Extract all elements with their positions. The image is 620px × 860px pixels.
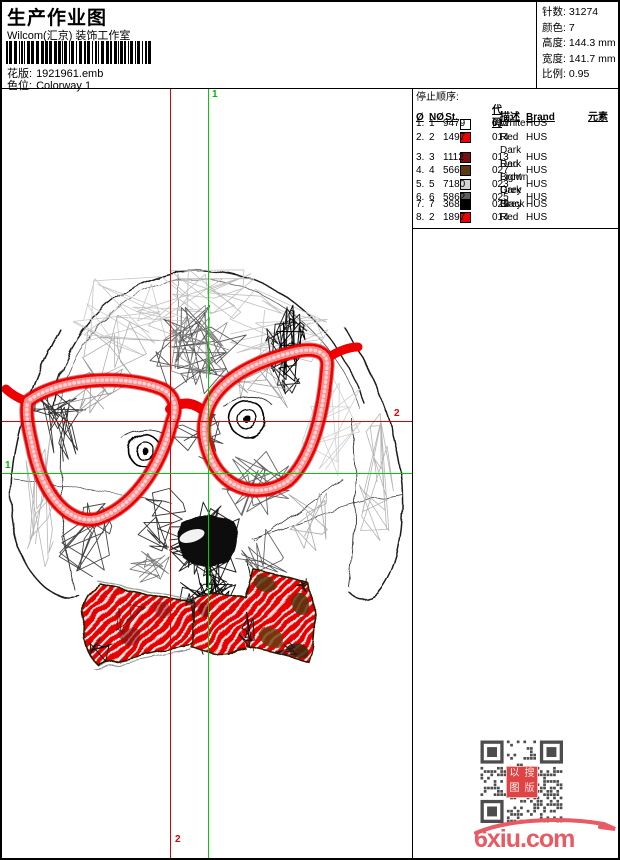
color-swatch	[460, 152, 471, 164]
seal-char: 搜	[524, 768, 535, 779]
bowtie-sketch-detail	[89, 578, 308, 663]
design-width: 宽度: 141.7 mm	[542, 52, 616, 65]
watermark-text: 6xiu.com	[474, 825, 575, 853]
page-title: 生产作业图	[7, 8, 108, 29]
table-header-row: Ø NØ St. 代码 描述 Brand 元素	[416, 105, 608, 130]
watermark-swoosh	[474, 818, 616, 835]
table-row: 8. 2 1897 014 Red HUS	[416, 212, 548, 224]
guide-end-label-bottom: 2	[175, 834, 181, 845]
qr-seal: 以 搜 图 版	[506, 766, 538, 798]
red-glasses	[2, 342, 363, 528]
red-bowtie	[82, 569, 316, 670]
colorway-line: 色位: Colorway 1	[7, 77, 91, 93]
design-scale: 比例: 0.95	[542, 68, 590, 80]
colorway-value: Colorway 1	[36, 80, 92, 92]
seal-char: 图	[509, 783, 520, 794]
stop-order-title: 停止顺序:	[416, 92, 459, 103]
color-swatch	[460, 131, 471, 143]
pattern-line: 花版: 1921961.emb	[7, 65, 103, 81]
stitch-count: 针数: 31274	[542, 6, 599, 18]
dog-artwork	[2, 268, 404, 670]
seal-char: 版	[524, 783, 535, 794]
colorway-label: 色位:	[7, 80, 33, 92]
barcode	[6, 41, 151, 64]
header: 生产作业图 Wilcom(汇京) 装饰工作室 花版: 1921961.emb 色位…	[2, 2, 618, 92]
color-count: 颜色: 7	[542, 21, 575, 34]
color-swatch	[460, 212, 471, 224]
guide-start-label-top: 1	[212, 89, 218, 100]
seal-char: 以	[509, 768, 520, 779]
table-row: 1. 1 9479 022 White HUS	[416, 118, 548, 130]
design-height: 高度: 144.3 mm	[542, 37, 616, 49]
table-row: 4. 4 566 027 Dark Brown HUS	[416, 158, 548, 183]
qr-modules	[480, 740, 563, 823]
pattern-label: 花版:	[7, 68, 33, 80]
guide-line-red-horizontal	[2, 421, 412, 422]
stop-order-table: 停止顺序: Ø NØ St. 代码 描述 Brand 元素 1. 1 9479 0…	[413, 89, 618, 229]
company-name: Wilcom(汇京) 装饰工作室	[7, 30, 131, 42]
table-row: 7. 7 3681 026 Black HUS	[416, 198, 548, 210]
dog-nose	[178, 515, 238, 587]
design-info-panel: 针数: 31274 颜色: 7 高度: 144.3 mm 宽度: 141.7 mm 比例…	[536, 2, 618, 88]
color-swatch	[460, 198, 471, 210]
table-row: 3. 3 1112 013 Dark Red HUS	[416, 145, 548, 170]
guide-start-label-left: 1	[5, 460, 11, 471]
color-swatch	[460, 165, 471, 177]
guide-end-label-right: 2	[394, 408, 400, 419]
watermark: 6xiu.com	[468, 817, 618, 853]
color-swatch	[460, 118, 471, 130]
guide-line-green-horizontal	[2, 473, 412, 474]
table-row: 5. 5 7180 023 Light Grey HUS	[416, 171, 548, 197]
pattern-value: 1921961.emb	[36, 68, 104, 80]
right-panel: 停止顺序: Ø NØ St. 代码 描述 Brand 元素 1. 1 9479 0…	[413, 89, 618, 858]
table-row: 2. 2 1497 014 Red HUS	[416, 131, 548, 143]
design-canvas: 1 1 2 2	[2, 89, 413, 858]
qr-code: 以 搜 图 版	[479, 739, 565, 825]
color-swatch	[460, 178, 471, 190]
